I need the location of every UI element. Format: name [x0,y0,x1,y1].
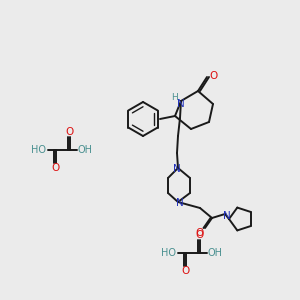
Text: HO: HO [161,248,176,258]
Text: N: N [176,198,184,208]
Text: OH: OH [77,145,92,155]
Text: N: N [177,99,185,109]
Text: H: H [171,92,177,101]
Text: O: O [195,230,203,240]
Text: OH: OH [208,248,223,258]
Text: N: N [173,164,181,174]
Text: O: O [65,127,73,137]
Text: O: O [181,266,189,276]
Text: O: O [51,163,59,173]
Text: O: O [209,71,217,81]
Text: HO: HO [32,145,46,155]
Text: N: N [223,211,231,221]
Text: O: O [195,228,203,238]
